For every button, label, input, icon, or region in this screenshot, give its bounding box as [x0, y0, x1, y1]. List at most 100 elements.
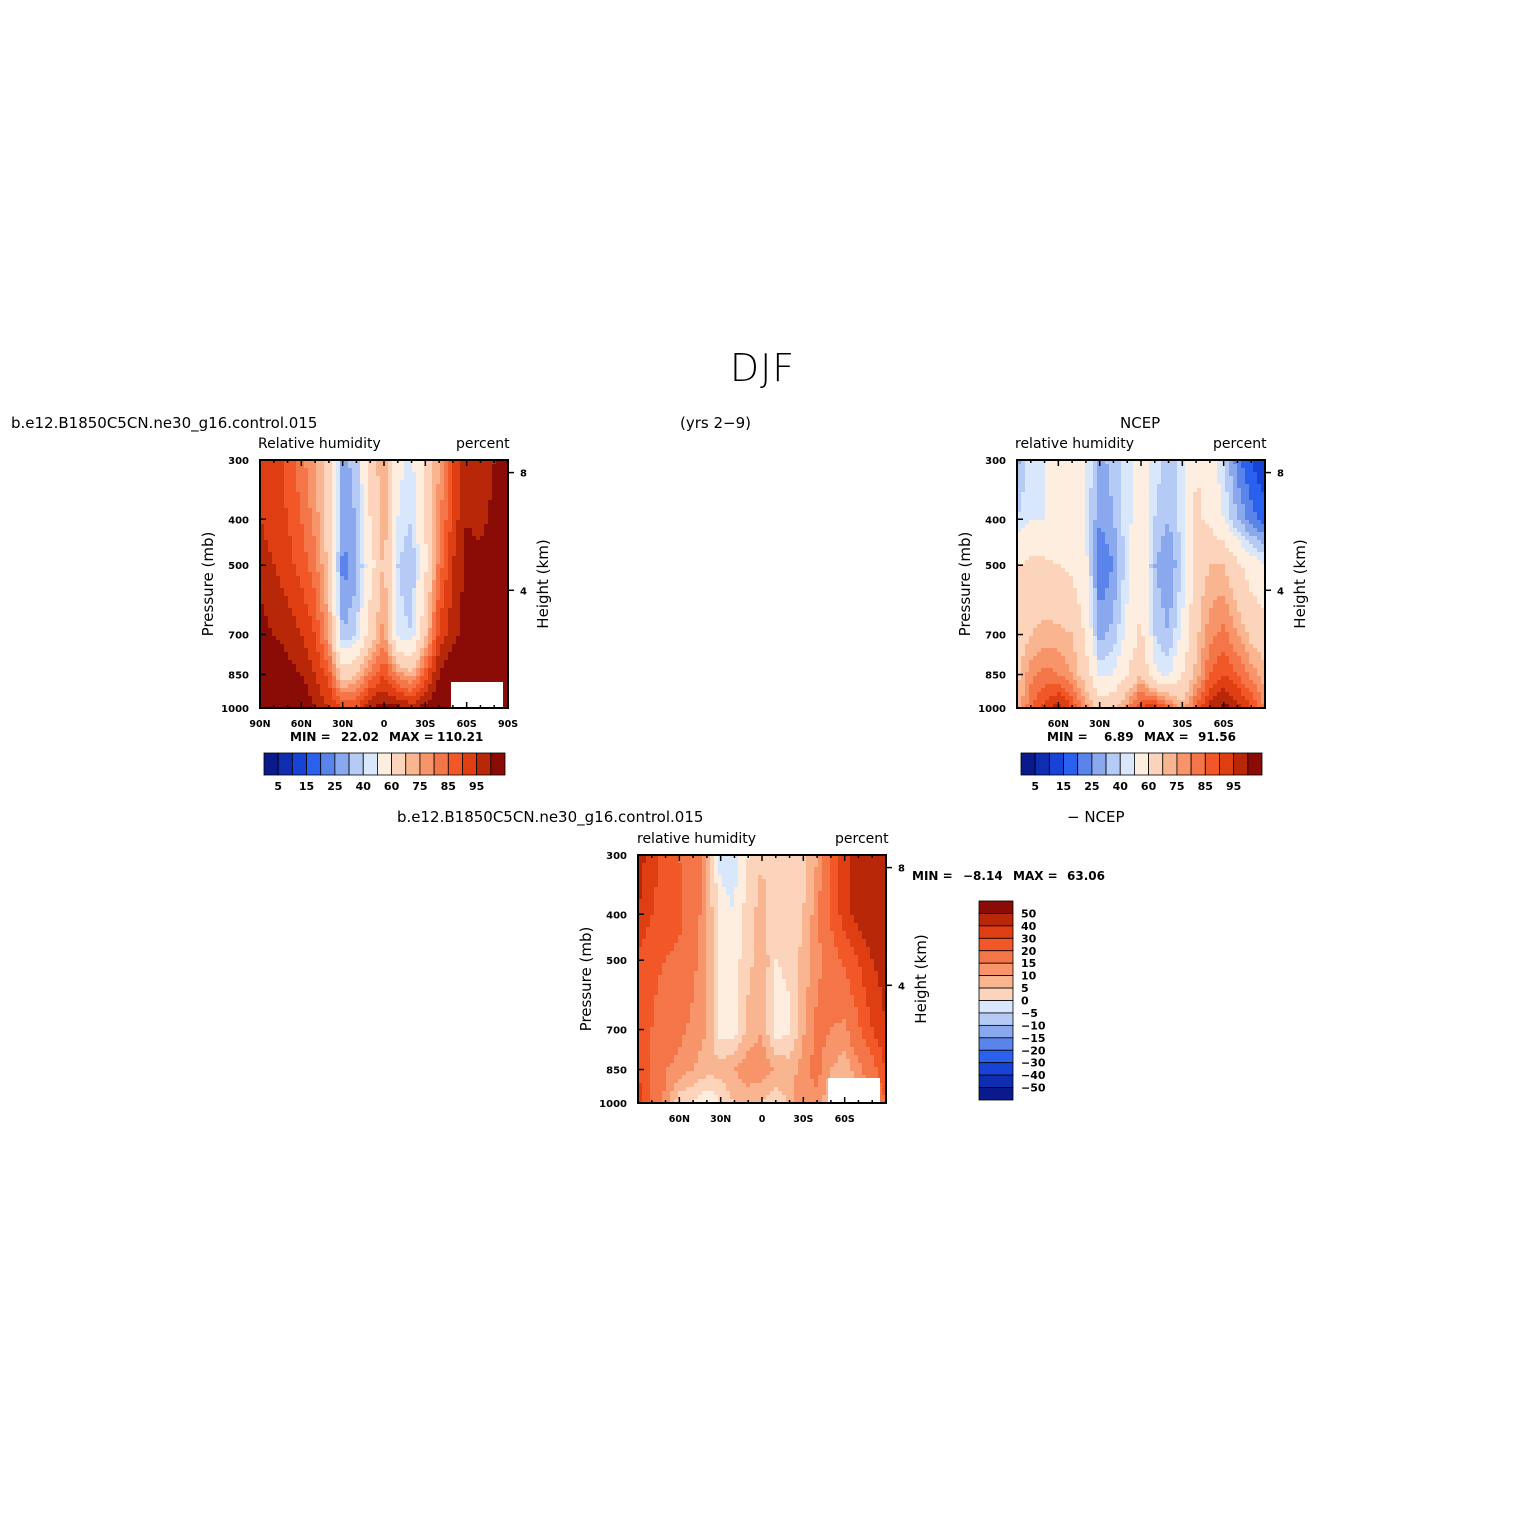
contour-cell [380, 484, 385, 489]
contour-cell [300, 464, 305, 469]
contour-cell [356, 656, 361, 661]
contour-cell [300, 604, 305, 609]
contour-cell [404, 696, 409, 701]
contour-cell [1021, 464, 1026, 469]
contour-cell [484, 588, 489, 593]
contour-cell [432, 692, 437, 697]
contour-cell [492, 580, 497, 585]
contour-cell [324, 692, 329, 697]
contour-cell [444, 524, 449, 529]
contour-cell [1061, 468, 1066, 473]
contour-cell [1157, 520, 1162, 525]
contour-cell [416, 656, 421, 661]
contour-cell [260, 484, 265, 489]
contour-cell [492, 608, 497, 613]
contour-cell [400, 472, 405, 477]
contour-cell [432, 704, 437, 709]
contour-cell [484, 612, 489, 617]
contour-cell [408, 548, 413, 553]
contour-cell [408, 648, 413, 653]
contour-cell [480, 460, 485, 465]
contour-cell [420, 584, 425, 589]
contour-cell [308, 704, 313, 709]
contour-cell [296, 508, 301, 513]
contour-cell [1053, 476, 1058, 481]
contour-cell [448, 572, 453, 577]
contour-cell [320, 560, 325, 565]
contour-cell [408, 580, 413, 585]
contour-cell [504, 496, 509, 501]
contour-cell [460, 508, 465, 513]
contour-cell [420, 504, 425, 509]
contour-cell [392, 596, 397, 601]
contour-cell [280, 568, 285, 573]
contour-cell [276, 508, 281, 513]
contour-cell [360, 580, 365, 585]
contour-cell [1181, 480, 1186, 485]
contour-cell [488, 572, 493, 577]
contour-cell [416, 652, 421, 657]
contour-cell [452, 464, 457, 469]
contour-cell [280, 524, 285, 529]
contour-cell [372, 540, 377, 545]
contour-cell [456, 624, 461, 629]
contour-cell [420, 588, 425, 593]
contour-cell [376, 676, 381, 681]
contour-cell [1089, 476, 1094, 481]
contour-cell [312, 560, 317, 565]
contour-cell [344, 468, 349, 473]
contour-cell [1073, 464, 1078, 469]
contour-cell [396, 596, 401, 601]
contour-cell [1081, 520, 1086, 525]
contour-cell [468, 576, 473, 581]
contour-cell [284, 660, 289, 665]
contour-cell [316, 544, 321, 549]
contour-cell [1245, 468, 1250, 473]
contour-cell [1125, 500, 1130, 505]
contour-cell [284, 624, 289, 629]
contour-cell [392, 680, 397, 685]
contour-cell [488, 644, 493, 649]
contour-cell [360, 608, 365, 613]
contour-cell [1225, 460, 1230, 465]
contour-cell [476, 572, 481, 577]
contour-cell [316, 660, 321, 665]
contour-cell [1261, 472, 1266, 477]
contour-cell [1177, 520, 1182, 525]
contour-cell [452, 508, 457, 513]
contour-cell [280, 684, 285, 689]
contour-cell [464, 568, 469, 573]
contour-cell [380, 480, 385, 485]
contour-cell [284, 668, 289, 673]
contour-cell [280, 668, 285, 673]
contour-cell [320, 592, 325, 597]
contour-cell [344, 664, 349, 669]
contour-cell [500, 632, 505, 637]
contour-cell [392, 516, 397, 521]
contour-cell [452, 484, 457, 489]
contour-cell [400, 696, 405, 701]
contour-cell [356, 516, 361, 521]
contour-cell [464, 532, 469, 537]
contour-cell [364, 688, 369, 693]
contour-cell [452, 504, 457, 509]
contour-cell [276, 492, 281, 497]
contour-cell [1261, 476, 1266, 481]
contour-cell [300, 536, 305, 541]
contour-cell [428, 524, 433, 529]
contour-cell [332, 500, 337, 505]
contour-cell [420, 704, 425, 709]
contour-cell [392, 532, 397, 537]
contour-cell [1125, 464, 1130, 469]
contour-cell [396, 560, 401, 565]
contour-cell [304, 508, 309, 513]
contour-cell [468, 536, 473, 541]
contour-cell [348, 504, 353, 509]
contour-cell [444, 648, 449, 653]
contour-cell [328, 632, 333, 637]
contour-cell [1177, 460, 1182, 465]
contour-cell [428, 580, 433, 585]
contour-cell [348, 704, 353, 709]
contour-cell [408, 668, 413, 673]
contour-cell [1185, 500, 1190, 505]
